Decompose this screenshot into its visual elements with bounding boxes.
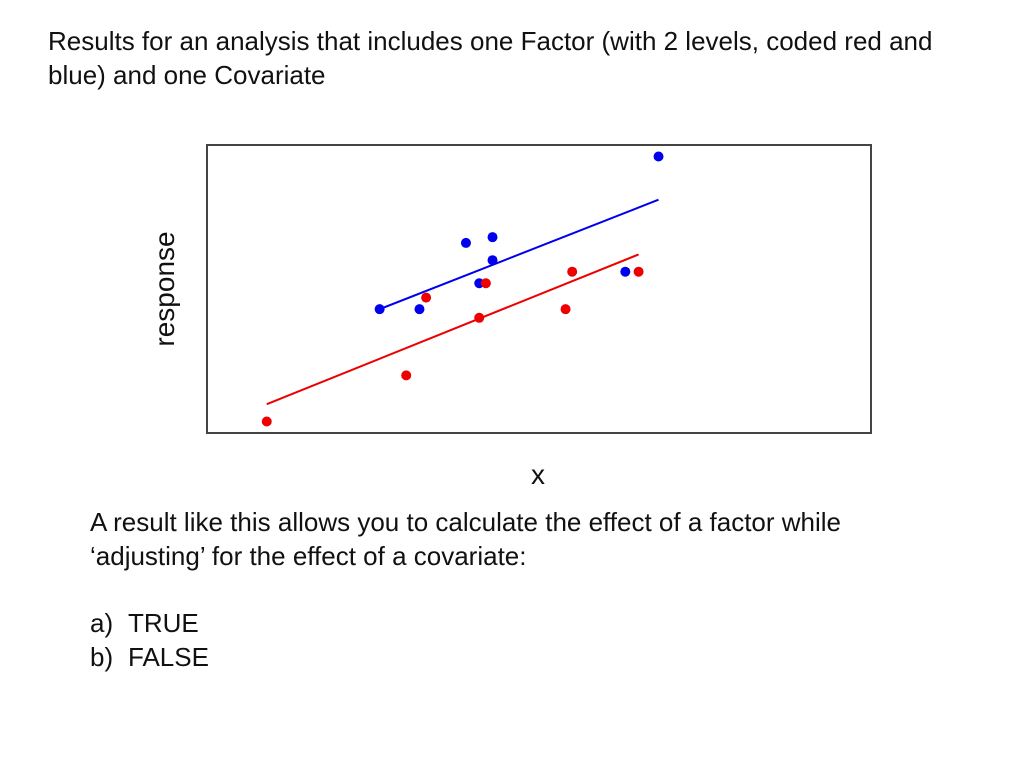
fit-line-series-0: [379, 198, 659, 311]
data-point-series-1-6: [567, 266, 578, 277]
data-point-series-0-4: [487, 255, 498, 266]
option-true[interactable]: a) TRUE: [90, 606, 209, 640]
data-point-series-1-2: [421, 292, 432, 303]
option-label: TRUE: [128, 608, 199, 638]
question-line-2: ‘adjusting’ for the effect of a covariat…: [90, 541, 527, 571]
option-label: FALSE: [128, 642, 209, 672]
slide-header: Results for an analysis that includes on…: [48, 26, 933, 90]
data-point-series-1-0: [261, 416, 272, 427]
data-point-series-1-5: [560, 304, 571, 315]
scatter-chart: response x: [140, 135, 890, 495]
y-axis-label: response: [149, 231, 180, 346]
question-line-1: A result like this allows you to calcula…: [90, 507, 842, 537]
question-text: A result like this allows you to calcula…: [90, 505, 970, 573]
data-point-series-1-7: [633, 266, 644, 277]
plot-frame: [206, 144, 872, 434]
data-point-series-1-4: [480, 278, 491, 289]
fit-line-series-1: [266, 253, 639, 406]
option-letter: a): [90, 608, 114, 638]
data-point-series-0-7: [653, 151, 664, 162]
data-point-series-1-3: [474, 312, 485, 323]
option-letter: b): [90, 642, 114, 672]
chart-marks: [261, 151, 664, 427]
data-point-series-0-2: [460, 237, 471, 248]
x-axis-label: x: [531, 459, 545, 490]
data-point-series-0-1: [414, 304, 425, 315]
data-point-series-1-1: [401, 370, 412, 381]
option-false[interactable]: b) FALSE: [90, 640, 209, 674]
data-point-series-0-0: [374, 304, 385, 315]
chart-svg: response x: [149, 144, 872, 490]
data-point-series-0-5: [487, 232, 498, 243]
data-point-series-0-6: [620, 266, 631, 277]
answer-options: a) TRUE b) FALSE: [90, 606, 209, 674]
